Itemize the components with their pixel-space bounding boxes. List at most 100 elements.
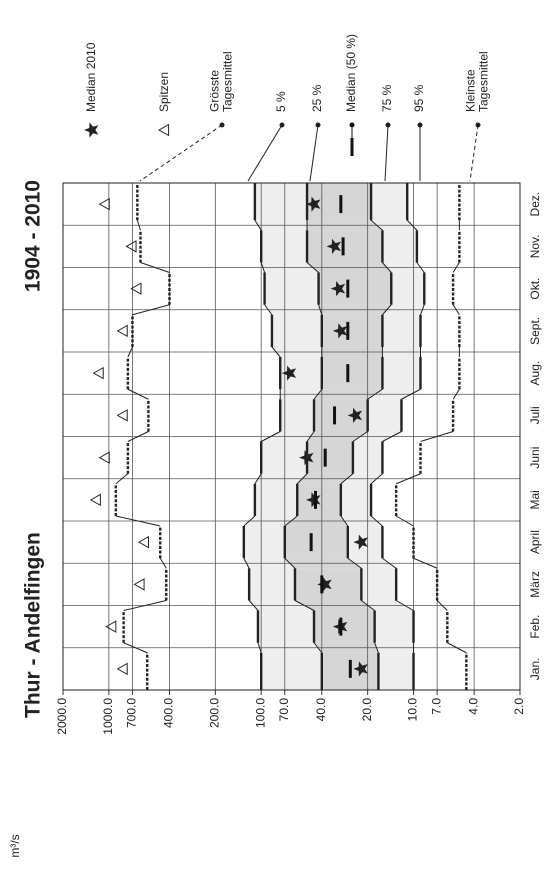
x-tick-label: Mai <box>528 490 542 509</box>
legend-label: Tagesmittel <box>477 51 491 112</box>
x-tick-label: Sept. <box>528 317 542 345</box>
y-tick-label: 700.0 <box>125 698 139 728</box>
band <box>321 357 383 390</box>
peak <box>116 409 128 422</box>
connector <box>296 473 308 485</box>
legend-leader <box>139 124 223 182</box>
connector <box>264 304 273 316</box>
connector <box>370 473 383 485</box>
connector <box>284 557 296 569</box>
x-tick-label: Dez. <box>528 192 542 217</box>
y-tick-label: 200.0 <box>208 698 222 728</box>
legend-label: Tagesmittel <box>221 51 235 112</box>
connector <box>452 304 460 316</box>
connector <box>254 219 262 231</box>
x-tick-label: März <box>528 571 542 598</box>
median-2010 <box>332 323 348 339</box>
chart-body: Thur - Andelfingen 1904 - 2010 m³/s 2000… <box>8 34 542 858</box>
connector <box>294 600 315 611</box>
x-tick-label: Nov. <box>528 234 542 258</box>
connector <box>382 304 392 316</box>
connector <box>257 642 262 653</box>
connector <box>306 431 315 442</box>
legend-label: Kleinste <box>464 69 478 112</box>
connector <box>318 304 323 315</box>
median-2010 <box>281 365 297 381</box>
band <box>307 441 353 474</box>
connector <box>382 431 402 442</box>
connector <box>136 220 141 231</box>
connector <box>254 473 262 485</box>
connector <box>115 473 129 485</box>
connector <box>370 219 383 231</box>
peak <box>133 578 145 591</box>
connector <box>413 557 438 569</box>
peak <box>116 662 128 676</box>
y-tick-label: 400.0 <box>162 698 176 728</box>
legend-symbol <box>157 123 170 137</box>
connector <box>352 431 368 442</box>
legend-leader <box>469 124 479 182</box>
legend-label: 25 % <box>310 84 324 112</box>
legend-label: 75 % <box>380 84 394 112</box>
y-tick-label: 7.0 <box>429 698 443 715</box>
x-tick-label: April <box>528 530 542 554</box>
connector <box>284 515 298 527</box>
y-axis-label: m³/s <box>8 834 22 857</box>
band <box>314 610 375 643</box>
legend-label: Median (50 %) <box>344 34 358 112</box>
connector <box>447 642 467 654</box>
connector <box>374 642 379 653</box>
median-2010 <box>317 576 332 592</box>
peak <box>92 366 104 380</box>
connector <box>127 388 149 400</box>
median-2010 <box>330 281 346 297</box>
connector <box>306 262 319 273</box>
connector <box>123 642 148 654</box>
y-tick-label: 2.0 <box>512 698 526 715</box>
legend-leader <box>309 124 319 182</box>
x-tick-label: Juni <box>528 447 542 469</box>
median-2010 <box>347 407 363 423</box>
connector <box>260 431 281 442</box>
y-tick-label: 1000.0 <box>101 698 115 735</box>
band <box>314 399 368 432</box>
connector <box>420 431 454 442</box>
x-tick-label: Aug. <box>528 361 542 386</box>
chart-title: Thur - Andelfingen <box>22 532 45 718</box>
connector <box>452 388 460 400</box>
connector <box>436 600 448 611</box>
median-2010 <box>326 238 342 254</box>
y-tick-label: 4.0 <box>466 698 480 715</box>
band <box>321 314 383 347</box>
connector <box>243 515 256 527</box>
connector <box>382 557 397 569</box>
legend-label: Spitzen <box>157 72 171 112</box>
connector <box>395 600 414 611</box>
y-tick-label: 70.0 <box>277 698 291 722</box>
band <box>307 230 383 263</box>
connector <box>370 515 383 527</box>
y-tick-label: 2000.0 <box>55 698 69 735</box>
connector <box>420 304 425 315</box>
connector <box>140 262 170 273</box>
peak <box>105 620 117 633</box>
connector <box>271 346 281 358</box>
peak <box>98 451 110 464</box>
legend-label: Grösste <box>208 70 222 112</box>
peak <box>137 535 149 549</box>
connector <box>395 473 421 485</box>
x-tick-label: Jan. <box>528 658 542 681</box>
y-tick-label: 20.0 <box>360 698 374 722</box>
legend-label: Median 2010 <box>84 42 98 112</box>
median-2010 <box>306 492 321 508</box>
median-2010 <box>353 534 368 550</box>
connector <box>115 515 161 527</box>
legend-label: 5 % <box>274 91 288 112</box>
y-tick-label: 10.0 <box>406 698 420 722</box>
connector <box>340 515 349 527</box>
connector <box>367 388 383 400</box>
connector <box>127 346 133 358</box>
connector <box>395 515 414 527</box>
